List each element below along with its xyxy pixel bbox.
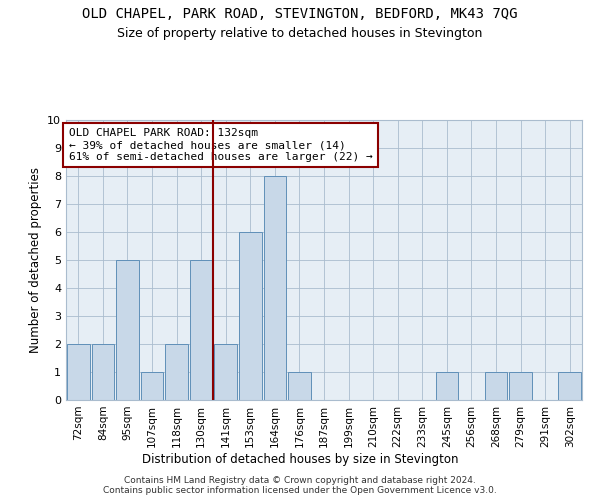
Bar (485, 372, 508, 400)
Bar (92, 344, 114, 400)
Bar (190, 260, 212, 400)
Bar (140, 372, 163, 400)
Bar (239, 232, 262, 400)
Text: Contains HM Land Registry data © Crown copyright and database right 2024.
Contai: Contains HM Land Registry data © Crown c… (103, 476, 497, 495)
Bar (559, 372, 581, 400)
Text: OLD CHAPEL PARK ROAD: 132sqm
← 39% of detached houses are smaller (14)
61% of se: OLD CHAPEL PARK ROAD: 132sqm ← 39% of de… (68, 128, 373, 162)
Bar (263, 176, 286, 400)
Bar (509, 372, 532, 400)
Bar (116, 260, 139, 400)
Text: Distribution of detached houses by size in Stevington: Distribution of detached houses by size … (142, 452, 458, 466)
Bar (288, 372, 311, 400)
Text: Size of property relative to detached houses in Stevington: Size of property relative to detached ho… (118, 28, 482, 40)
Text: OLD CHAPEL, PARK ROAD, STEVINGTON, BEDFORD, MK43 7QG: OLD CHAPEL, PARK ROAD, STEVINGTON, BEDFO… (82, 8, 518, 22)
Bar (67, 344, 89, 400)
Bar (214, 344, 237, 400)
Bar (165, 344, 188, 400)
Y-axis label: Number of detached properties: Number of detached properties (29, 167, 41, 353)
Bar (436, 372, 458, 400)
